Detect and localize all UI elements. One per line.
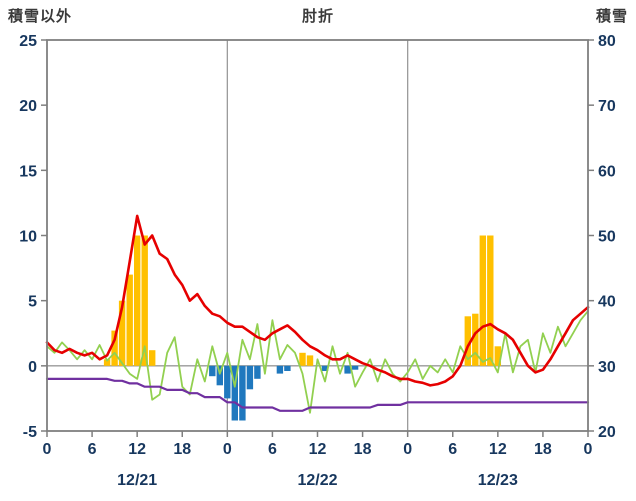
blue-bars <box>321 365 329 371</box>
x-axis-tick-label: 0 <box>403 441 412 458</box>
date-label: 12/22 <box>297 472 337 489</box>
orange-bars <box>149 350 156 366</box>
right-axis-tick-label: 30 <box>598 359 616 376</box>
x-axis-tick-label: 18 <box>534 441 552 458</box>
right-axis-title: 積雪 <box>595 8 628 25</box>
x-axis-tick-label: 0 <box>584 441 593 458</box>
right-axis-tick-label: 60 <box>598 163 616 180</box>
x-axis-tick-label: 0 <box>223 441 232 458</box>
blue-bars <box>224 365 231 399</box>
orange-bars <box>487 235 494 366</box>
blue-bars <box>254 365 261 379</box>
chart-title: 肘折 <box>301 8 334 25</box>
x-axis-tick-label: 0 <box>43 441 52 458</box>
x-axis-tick-label: 12 <box>489 441 507 458</box>
orange-bars <box>299 352 306 366</box>
orange-bars <box>494 346 501 366</box>
left-axis-tick-label: 5 <box>28 294 37 311</box>
orange-bars <box>472 313 479 366</box>
right-axis-tick-label: 70 <box>598 98 616 115</box>
x-axis-tick-label: 18 <box>173 441 191 458</box>
orange-bars <box>464 316 471 366</box>
left-axis-tick-label: -5 <box>23 424 37 441</box>
blue-bars <box>216 365 223 386</box>
blue-bars <box>239 365 246 421</box>
left-axis-tick-label: 0 <box>28 359 37 376</box>
orange-bars <box>103 359 111 366</box>
right-axis-tick-label: 50 <box>598 229 616 246</box>
blue-bars <box>284 365 291 371</box>
orange-bars <box>126 274 133 366</box>
x-axis-tick-label: 6 <box>88 441 97 458</box>
left-axis-title: 積雪以外 <box>8 8 73 25</box>
purple-line <box>45 377 590 412</box>
x-axis-tick-label: 18 <box>354 441 372 458</box>
right-axis-tick-label: 20 <box>598 424 616 441</box>
left-axis-tick-label: 25 <box>19 33 37 50</box>
blue-bars <box>209 365 216 377</box>
left-axis-tick-label: 20 <box>19 98 37 115</box>
orange-bars <box>479 235 486 366</box>
orange-bars <box>134 235 141 366</box>
left-axis-tick-label: 10 <box>19 229 37 246</box>
x-axis-tick-label: 12 <box>128 441 146 458</box>
red-line <box>45 214 590 387</box>
blue-bars <box>276 365 284 374</box>
orange-bars <box>118 300 126 366</box>
green-line <box>46 310 589 414</box>
date-label: 12/21 <box>117 472 157 489</box>
orange-bars <box>306 355 314 366</box>
right-axis-tick-label: 80 <box>598 33 616 50</box>
orange-bars <box>141 235 148 366</box>
x-axis-tick-label: 6 <box>448 441 457 458</box>
blue-bars <box>246 365 254 390</box>
orange-bars <box>111 330 118 366</box>
date-label: 12/23 <box>478 472 518 489</box>
left-axis-tick-label: 15 <box>19 163 37 180</box>
blue-bars <box>351 365 359 370</box>
right-axis-tick-label: 40 <box>598 294 616 311</box>
x-axis-tick-label: 6 <box>268 441 277 458</box>
blue-bars <box>231 365 238 421</box>
blue-bars <box>344 365 351 374</box>
x-axis-tick-label: 12 <box>309 441 327 458</box>
